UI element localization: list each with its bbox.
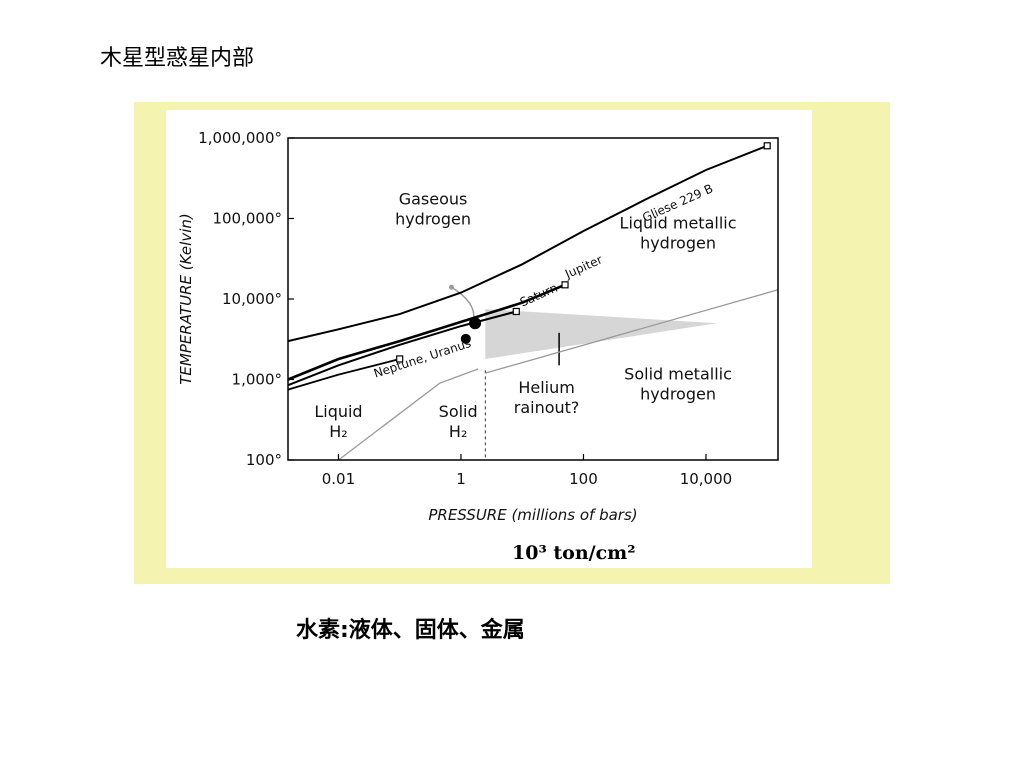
x-tick-label-0: 0.01 (322, 470, 355, 488)
region-label-4-line-1: H₂ (449, 422, 467, 441)
y-axis-title: TEMPERATURE (Kelvin) (177, 213, 195, 384)
slide-caption: 水素:液体、固体、金属 (296, 618, 525, 643)
y-tick-label-2: 10,000° (222, 290, 282, 308)
region-label-0-line-0: Gaseous (399, 189, 468, 208)
phase-diagram-chart: 0.01 1 100 10,000 100° 1,000° 10,000° 100,000° 1… (177, 129, 779, 564)
marker-dot-1 (460, 333, 471, 344)
plot-card: 0.01 1 100 10,000 100° 1,000° 10,000° 100,000° 1… (166, 110, 812, 568)
series-curve-0 (287, 144, 768, 343)
region-label-1-line-0: Liquid metallic (620, 214, 737, 233)
region-label-2-line-0: Solid metallic (624, 365, 732, 384)
region-label-5-line-1: rainout? (514, 398, 580, 417)
region-label-2-line-1: hydrogen (640, 385, 716, 404)
y-tick-label-1: 1,000° (232, 371, 282, 389)
x-axis-title: PRESSURE (millions of bars) (428, 506, 637, 524)
series-end-marker-2 (512, 307, 520, 316)
x-tick-label-3: 10,000 (680, 470, 733, 488)
phase-boundary-1 (485, 289, 779, 374)
region-label-3-line-0: Liquid (314, 402, 362, 421)
series-end-marker-3 (396, 355, 404, 363)
series-label-1: Jupiter (562, 252, 604, 281)
series-end-marker-0 (763, 142, 771, 150)
region-label-4-line-0: Solid (439, 402, 478, 421)
y-tick-label-4: 1,000,000° (198, 129, 282, 147)
y-tick-label-3: 100,000° (212, 210, 282, 228)
series-curve-1 (287, 283, 566, 381)
series-label-3: Neptune, Uranus (372, 336, 473, 381)
region-label-5-line-0: Helium (518, 378, 575, 397)
x-tick-label-2: 100 (569, 470, 598, 488)
region-label-3-line-1: H₂ (329, 422, 347, 441)
region-label-1-line-1: hydrogen (640, 234, 716, 253)
series-curve-3 (287, 358, 400, 391)
critical-point-dot (448, 284, 454, 290)
series-curve-2 (287, 310, 517, 387)
slide-title: 木星型惑星内部 (100, 46, 255, 71)
unit-note: 10³ ton/cm² (512, 542, 636, 564)
phase-boundary-0 (338, 368, 479, 461)
helium-rainout-region (485, 309, 717, 359)
series-label-2: Saturn (518, 281, 560, 310)
y-tick-label-0: 100° (246, 451, 282, 469)
x-tick-label-1: 1 (456, 470, 466, 488)
marker-dot-0 (469, 317, 482, 330)
series-end-marker-1 (561, 281, 569, 289)
region-label-0-line-1: hydrogen (395, 209, 471, 228)
